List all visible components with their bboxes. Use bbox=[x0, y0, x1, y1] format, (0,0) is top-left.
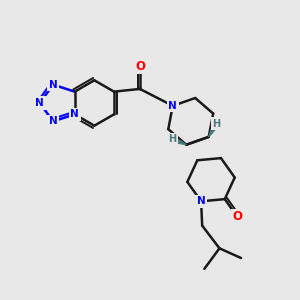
Text: N: N bbox=[197, 196, 206, 206]
Polygon shape bbox=[171, 136, 186, 145]
Text: H: H bbox=[168, 134, 176, 144]
Text: O: O bbox=[232, 210, 242, 223]
Text: N: N bbox=[70, 109, 79, 119]
Text: N: N bbox=[49, 116, 58, 126]
Text: N: N bbox=[168, 101, 177, 111]
Text: N: N bbox=[35, 98, 44, 108]
Text: H: H bbox=[212, 119, 220, 129]
Text: N: N bbox=[70, 109, 79, 119]
Text: O: O bbox=[135, 60, 145, 73]
Text: N: N bbox=[49, 80, 58, 90]
Polygon shape bbox=[209, 122, 219, 137]
